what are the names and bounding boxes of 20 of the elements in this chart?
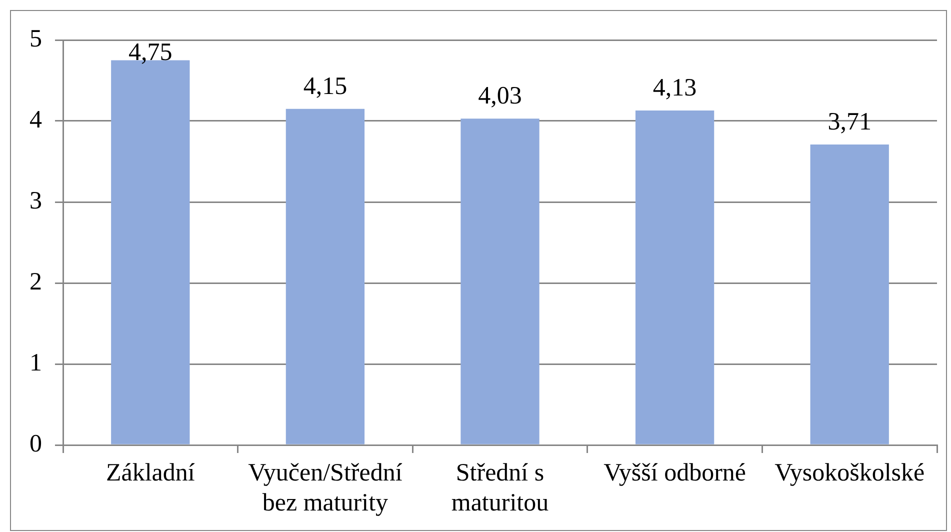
data-label: 4,03: [478, 82, 522, 110]
bar: [460, 118, 540, 444]
bar: [286, 108, 365, 444]
x-tick-label: Vyšší odborné: [604, 460, 746, 487]
y-tick-label: 2: [30, 268, 42, 296]
bar: [810, 144, 889, 444]
y-tick-label: 1: [30, 350, 42, 377]
y-tick-label: 3: [30, 188, 42, 215]
x-tick-label: Střední s maturitou: [451, 460, 550, 517]
y-tick-label: 4: [30, 106, 42, 134]
y-tick-label: 5: [30, 26, 42, 53]
x-tick-label: Vysokoškolské: [774, 460, 925, 487]
y-tick-label: 0: [30, 430, 42, 458]
x-tick-label: Základní: [106, 460, 195, 487]
data-label: 3,71: [828, 108, 872, 136]
x-tick-label: Vyučen/Střední bez maturity: [248, 460, 402, 517]
bar: [635, 110, 714, 444]
data-label: 4,13: [652, 74, 697, 102]
data-label: 4,15: [303, 72, 348, 100]
data-label: 4,75: [128, 39, 172, 66]
